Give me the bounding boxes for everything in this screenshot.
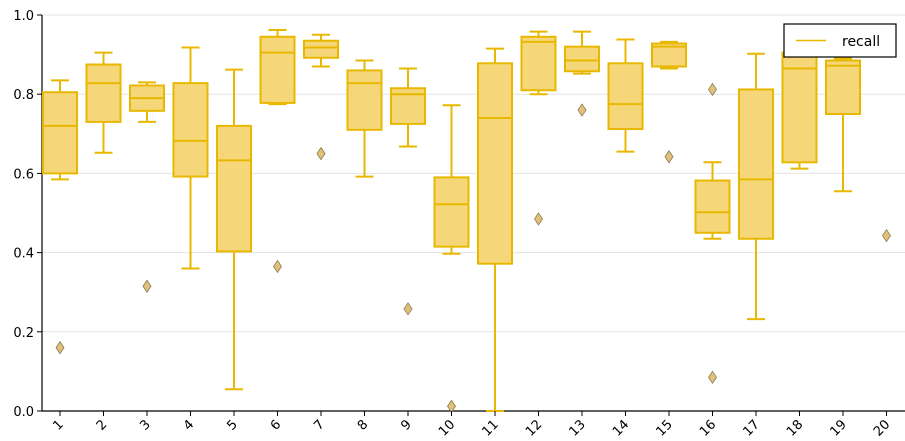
box-15 [651,40,687,164]
box-3 [129,81,165,293]
outlier-point [708,370,717,385]
x-tick-label: 2 [94,417,110,433]
box-1 [42,79,78,355]
legend: recall [783,23,897,58]
box-8 [346,59,383,178]
x-tick-labels: 1 2 3 4 5 6 7 8 9 10 11 12 13 14 15 16 17 18 19 20 [50,411,893,440]
box-iqr [477,62,513,265]
y-tick-labels: 0.0 0.2 0.4 0.6 0.8 1.0 [13,9,42,420]
y-tick-label: 0.6 [13,167,34,182]
outlier-point [403,302,413,316]
grid-lines [42,14,905,412]
y-tick-label: 0.2 [13,326,34,341]
x-tick-label: 16 [697,417,719,439]
box-iqr [738,88,774,240]
outlier-point [882,228,891,243]
x-tick-label: 10 [436,417,458,439]
box-12 [520,30,557,226]
x-tick-label: 7 [311,417,327,433]
x-tick-label: 4 [181,417,197,433]
box-19 [825,57,861,193]
box-iqr [651,42,687,68]
x-tick-label: 12 [523,417,545,439]
x-tick-label: 13 [567,417,589,439]
outlier-point [664,150,674,164]
box-iqr [172,82,209,178]
box-10 [433,104,470,413]
box-iqr [346,69,383,131]
box-iqr [694,179,731,234]
box-iqr [607,62,644,131]
x-tick-label: 14 [610,417,632,439]
outlier-point [534,212,543,226]
x-tick-label: 1 [50,417,66,433]
x-tick-label: 15 [654,417,676,439]
box-20 [882,228,891,243]
box-iqr [85,63,122,123]
x-tick-label: 3 [137,417,153,433]
x-tick-label: 20 [871,417,893,439]
box-iqr [259,35,296,104]
box-iqr [216,124,252,253]
y-tick-label: 0.4 [13,247,34,262]
box-17 [738,52,774,321]
box-iqr [42,91,78,175]
outlier-point [708,82,717,97]
box-iqr [433,176,470,248]
y-tick-label: 0.0 [13,405,34,420]
box-iqr [520,35,557,92]
outlier-point [316,146,326,161]
x-tick-label: 5 [224,417,240,433]
x-tick-label: 9 [398,417,414,433]
legend-label-recall: recall [842,34,880,50]
box-11 [477,47,513,412]
x-tick-label: 6 [268,417,284,433]
box-7 [303,33,339,161]
x-tick-label: 19 [828,417,850,439]
box-4 [172,46,209,270]
box-iqr [781,51,818,164]
outlier-point [142,279,152,293]
box-iqr [825,59,861,115]
box-2 [85,51,122,154]
x-tick-label: 8 [355,417,371,433]
outlier-point [273,259,282,274]
axes [41,15,905,412]
y-tick-label: 0.8 [13,88,34,103]
box-6 [259,29,296,274]
box-iqr [564,45,600,73]
x-tick-label: 17 [741,417,763,439]
box-13 [564,30,600,117]
x-tick-label: 11 [480,417,502,439]
box-9 [390,67,426,316]
box-series [42,29,891,413]
box-5 [216,68,252,391]
box-iqr [303,39,339,59]
box-18 [781,51,818,170]
outlier-point [577,103,587,117]
x-tick-label: 18 [784,417,806,439]
outlier-point [55,340,65,355]
box-14 [607,38,644,153]
box-16 [694,82,731,385]
y-tick-label: 1.0 [13,9,34,24]
